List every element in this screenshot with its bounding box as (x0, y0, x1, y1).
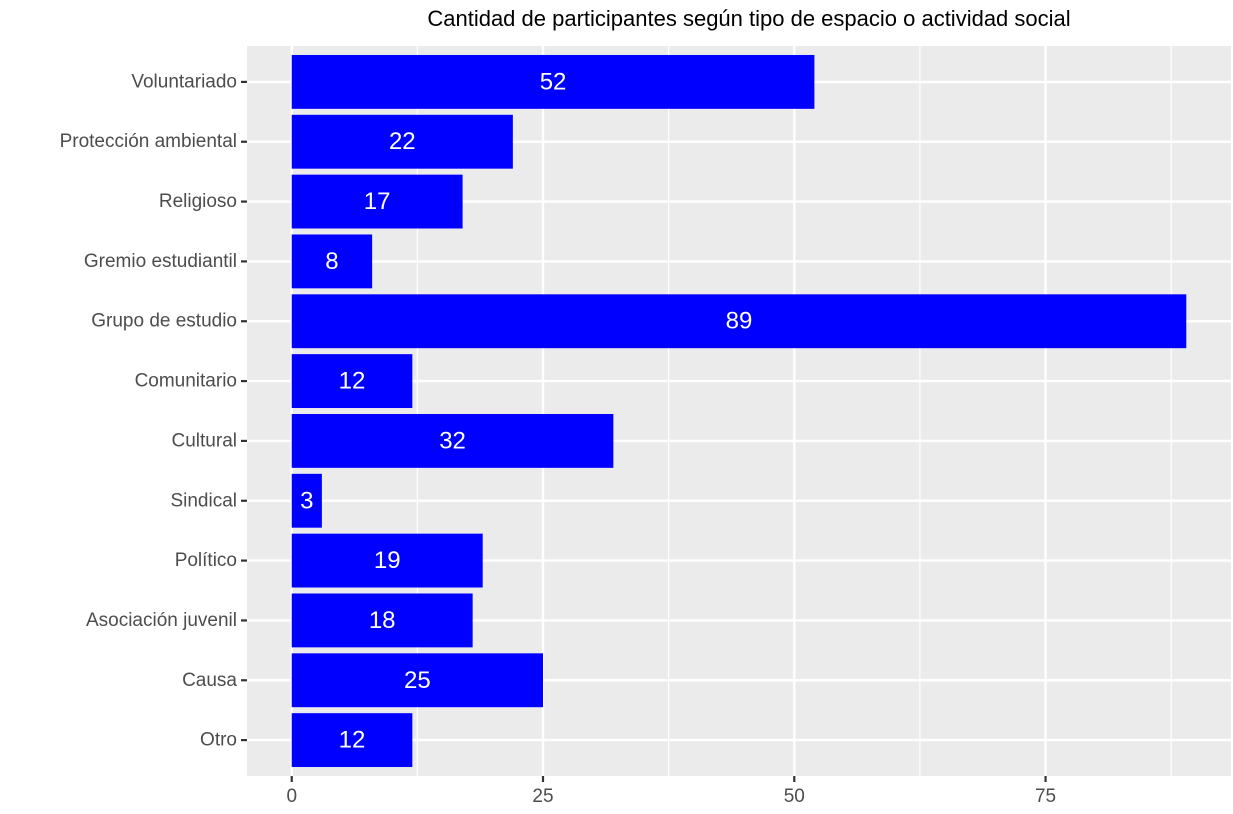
bar-value-label: 52 (540, 68, 567, 95)
x-axis: 0 25 50 75 (286, 776, 1056, 807)
y-tick-label: Grupo de estudio (91, 311, 237, 332)
bars (291, 54, 1187, 768)
y-tick-label: Político (175, 550, 237, 571)
bar-value-label: 8 (325, 248, 338, 275)
bar (291, 653, 544, 708)
bar-value-label: 3 (300, 487, 313, 514)
bar (291, 713, 413, 768)
bar-value-label: 19 (374, 547, 401, 574)
bar (291, 593, 473, 648)
bar (291, 473, 322, 528)
bar-value-label: 25 (404, 667, 431, 694)
bar (291, 54, 815, 109)
y-tick-label: Comunitario (135, 371, 237, 392)
bar-value-label: 18 (369, 607, 396, 634)
x-tick-label: 25 (532, 786, 553, 807)
y-tick-label: Voluntariado (131, 71, 237, 92)
y-tick-label: Protección ambiental (60, 131, 237, 152)
x-tick-label: 75 (1035, 786, 1056, 807)
y-tick-label: Asociación juvenil (86, 610, 237, 631)
y-tick-label: Gremio estudiantil (84, 251, 237, 272)
bar (291, 354, 413, 409)
bar-value-label: 22 (389, 128, 416, 155)
y-tick-label: Causa (182, 670, 237, 691)
y-tick-label: Cultural (172, 430, 237, 451)
chart-title: Cantidad de participantes según tipo de … (427, 6, 1071, 31)
bar-value-label: 32 (439, 427, 466, 454)
bar (291, 294, 1187, 349)
bar (291, 234, 373, 289)
bar-value-label: 89 (726, 308, 753, 335)
bar (291, 533, 483, 588)
bar-value-label: 17 (364, 188, 391, 215)
x-tick-label: 0 (286, 786, 297, 807)
y-tick-label: Otro (200, 730, 237, 751)
x-tick-label: 50 (784, 786, 805, 807)
bar-value-label: 12 (339, 368, 366, 395)
data-labels: 52 22 17 8 89 12 32 3 19 18 25 12 (300, 68, 752, 753)
bar (291, 114, 513, 169)
bar (291, 413, 614, 468)
y-tick-label: Sindical (170, 490, 237, 511)
y-tick-label: Religioso (159, 191, 237, 212)
y-axis: Voluntariado Protección ambiental Religios… (60, 71, 247, 751)
bar-value-label: 12 (339, 727, 366, 754)
bar (291, 174, 463, 229)
